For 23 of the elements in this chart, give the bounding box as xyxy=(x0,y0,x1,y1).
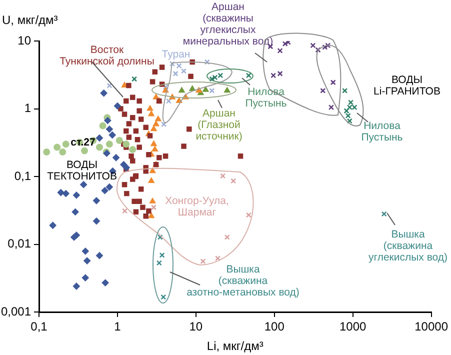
y-tick-label: 0,001 xyxy=(0,304,32,318)
x-tick-label: 10000 xyxy=(414,320,448,334)
annotation: Восток Тункинской долины xyxy=(60,44,154,68)
annotation: Нилова Пустынь xyxy=(361,120,404,144)
annotation: Аршан (Глазной источник) xyxy=(196,108,242,143)
x-tick-label: 100 xyxy=(264,320,285,334)
x-tick-label: 1000 xyxy=(340,320,367,334)
y-tick-label: 1 xyxy=(24,101,32,116)
y-tick-label: 10 xyxy=(18,33,32,48)
annotation: ВОДЫ Li-ГРАНИТОВ xyxy=(374,74,440,98)
annotation: Туран xyxy=(162,48,190,61)
y-axis-title: U, мкг/дм³ xyxy=(2,13,58,27)
annotation: ВОДЫ ТЕКТОНИТОВ xyxy=(47,159,117,183)
x-axis-title: Li, мкг/дм³ xyxy=(206,339,264,353)
x-tick-label: 1 xyxy=(114,320,122,334)
annotation: ст.27 xyxy=(70,136,96,149)
y-tick-label: 0,1 xyxy=(14,168,32,183)
annotation: Хонгор-Уула, Шармаг xyxy=(165,195,229,219)
x-tick-label: 0,1 xyxy=(30,320,48,334)
annotation: Вышка (скважина углекислых вод) xyxy=(368,228,448,264)
annotation: Вышка (скважина азотно-метановых вод) xyxy=(186,264,300,299)
y-tick-label: 0,01 xyxy=(8,236,32,251)
x-tick-label: 10 xyxy=(189,320,203,334)
